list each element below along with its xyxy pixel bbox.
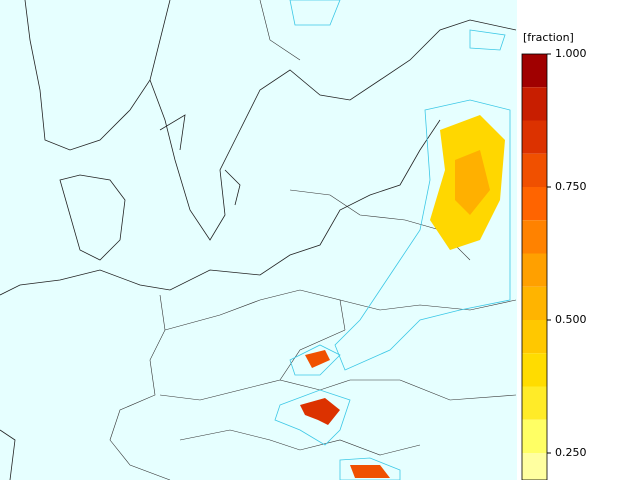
colorbar-tick-label: 0.750: [555, 180, 587, 193]
colorbar-band: [522, 253, 547, 287]
coastlines: [0, 0, 517, 480]
colorbar-frame: [521, 53, 548, 480]
colorbar-band: [522, 386, 547, 420]
colorbar-band: [522, 353, 547, 387]
precipitation-areas: [274, 0, 511, 480]
colorbar-band: [522, 153, 547, 187]
colorbar-band: [522, 54, 547, 88]
colorbar-band: [522, 453, 547, 480]
colorbar-band: [522, 286, 547, 320]
colorbar-unit-label: [fraction]: [523, 31, 574, 44]
colorbar-band: [522, 419, 547, 453]
colorbar-tick-label: 0.250: [555, 446, 587, 459]
colorbar-band: [522, 120, 547, 154]
map-background: [0, 0, 517, 480]
colorbar-band: [522, 187, 547, 221]
colorbar-band: [522, 220, 547, 254]
colorbar-tick-label: 1.000: [555, 47, 587, 60]
colorbar: [fraction] 1.000 0.750 0.500 0.250: [521, 31, 587, 480]
colorbar-tick-label: 0.500: [555, 313, 587, 326]
colorbar-band: [522, 87, 547, 121]
colorbar-band: [522, 320, 547, 354]
